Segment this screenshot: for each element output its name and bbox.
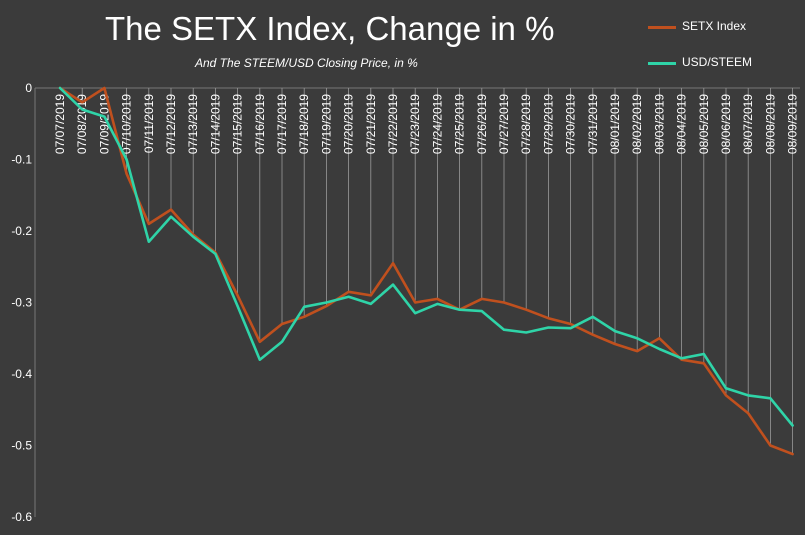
x-tick-label: 08/05/2019	[697, 94, 711, 154]
legend-swatch-setx	[648, 26, 676, 29]
x-tick-label: 07/20/2019	[342, 94, 356, 154]
x-tick-label: 07/15/2019	[231, 94, 245, 154]
x-tick-label: 08/01/2019	[608, 94, 622, 154]
x-tick-label: 07/13/2019	[186, 94, 200, 154]
x-tick-label: 08/03/2019	[652, 94, 666, 154]
legend-item-setx: SETX Index	[648, 18, 798, 38]
x-tick-label: 07/26/2019	[475, 94, 489, 154]
x-tick-label: 07/31/2019	[586, 94, 600, 154]
legend-swatch-steem	[648, 62, 676, 65]
x-tick-label: 07/25/2019	[453, 94, 467, 154]
x-tick-label: 07/29/2019	[541, 94, 555, 154]
x-tick-label: 07/23/2019	[408, 94, 422, 154]
x-tick-label: 07/19/2019	[319, 94, 333, 154]
x-tick-label: 07/14/2019	[208, 94, 222, 154]
x-tick-label: 07/10/2019	[120, 94, 134, 154]
y-tick-label: -0.1	[11, 153, 32, 167]
x-tick-label: 08/09/2019	[786, 94, 800, 154]
legend-item-steem: USD/STEEM	[648, 54, 798, 74]
x-tick-label: 08/06/2019	[719, 94, 733, 154]
x-tick-label: 07/21/2019	[364, 94, 378, 154]
legend-label-steem: USD/STEEM	[682, 55, 753, 69]
chart-title: The SETX Index, Change in %	[105, 10, 555, 47]
x-tick-label: 08/04/2019	[675, 94, 689, 154]
series-line-steem	[58, 86, 794, 427]
x-tick-label: 07/28/2019	[519, 94, 533, 154]
y-tick-label: 0	[25, 81, 32, 95]
y-tick-label: -0.6	[11, 510, 32, 524]
x-tick-label: 07/27/2019	[497, 94, 511, 154]
x-tick-label: 07/22/2019	[386, 94, 400, 154]
x-tick-label: 07/17/2019	[275, 94, 289, 154]
x-tick-label: 07/16/2019	[253, 94, 267, 154]
x-tick-label: 07/30/2019	[564, 94, 578, 154]
x-tick-label: 07/11/2019	[142, 94, 156, 153]
x-tick-label: 07/09/2019	[97, 94, 111, 154]
chart-subtitle: And The STEEM/USD Closing Price, in %	[195, 56, 418, 70]
x-tick-label: 08/08/2019	[763, 94, 777, 154]
series-line-setx	[58, 86, 794, 456]
x-tick-label: 07/24/2019	[430, 94, 444, 154]
y-tick-label: -0.5	[11, 439, 32, 453]
x-tick-label: 07/18/2019	[297, 94, 311, 154]
y-tick-label: -0.3	[11, 296, 32, 310]
legend-label-setx: SETX Index	[682, 19, 747, 33]
x-tick-label: 07/07/2019	[53, 94, 67, 154]
x-tick-label: 08/02/2019	[630, 94, 644, 154]
y-tick-label: -0.2	[11, 224, 32, 238]
x-tick-label: 08/07/2019	[741, 94, 755, 154]
y-tick-label: -0.4	[11, 367, 32, 381]
x-tick-label: 07/08/2019	[75, 94, 89, 154]
x-tick-label: 07/12/2019	[164, 94, 178, 154]
